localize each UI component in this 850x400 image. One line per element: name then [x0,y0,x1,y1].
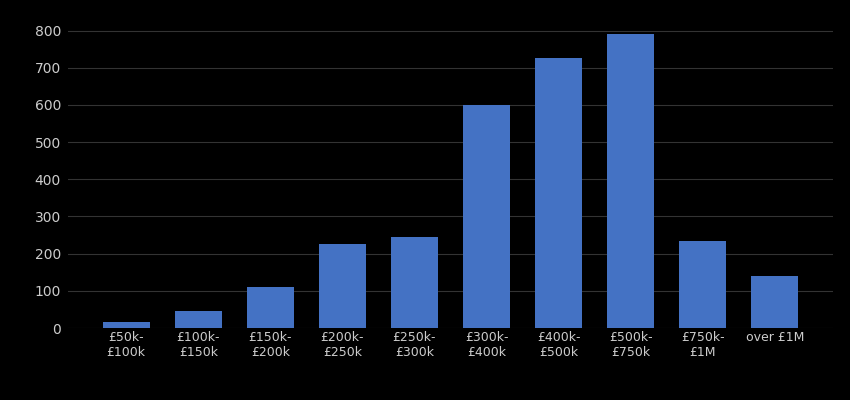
Bar [319,244,366,328]
Bar [536,58,582,328]
Bar [175,311,222,328]
Bar [391,237,438,328]
Bar [103,322,150,328]
Bar [751,276,798,328]
Bar [679,241,726,328]
Bar [246,287,294,328]
Bar [463,105,510,328]
Bar [607,34,654,328]
